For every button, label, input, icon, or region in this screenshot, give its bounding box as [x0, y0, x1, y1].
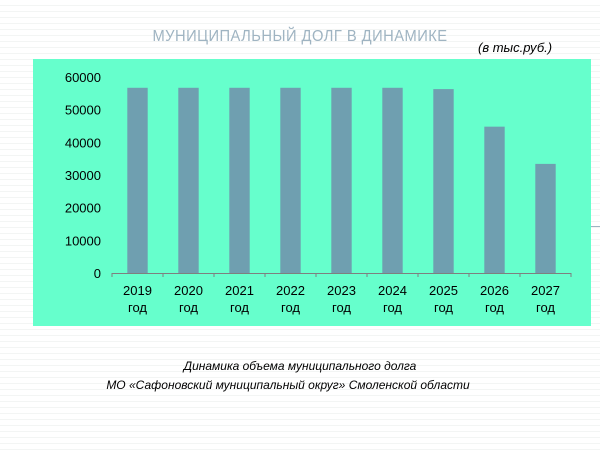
- x-tick-label: 2024: [378, 283, 407, 298]
- x-tick-label: год: [383, 300, 402, 315]
- bar: [535, 163, 556, 273]
- x-tick-label: 2022: [276, 283, 305, 298]
- x-tick-label: год: [332, 300, 351, 315]
- x-tick-label: год: [230, 300, 249, 315]
- x-tick-label: 2026: [480, 283, 509, 298]
- x-tick-label: 2021: [225, 283, 254, 298]
- y-tick-label: 60000: [65, 70, 101, 85]
- x-tick-label: год: [128, 300, 147, 315]
- bar: [127, 87, 148, 273]
- bar: [280, 87, 301, 273]
- bar: [382, 87, 403, 273]
- x-tick-label: год: [281, 300, 300, 315]
- x-tick-label: 2020: [174, 283, 203, 298]
- bar: [484, 126, 505, 273]
- y-tick-label: 0: [94, 266, 101, 281]
- y-tick-label: 40000: [65, 135, 101, 150]
- bar: [331, 87, 352, 273]
- x-tick-label: 2019: [123, 283, 152, 298]
- bar-chart: 0 10000 20000 30000 40000 50000 60000 2019 год 20…: [65, 70, 572, 315]
- y-tick-label: 30000: [65, 168, 101, 183]
- caption-line-1: Динамика объема муниципального долга: [183, 359, 417, 373]
- y-tick-label: 50000: [65, 103, 101, 118]
- x-tick-label: 2027: [531, 283, 560, 298]
- decorative-line: [590, 226, 600, 227]
- y-tick-label: 10000: [65, 233, 101, 248]
- caption-line-2: МО «Сафоновский муниципальный округ» Смо…: [106, 378, 470, 392]
- bar: [433, 89, 454, 273]
- bar: [178, 87, 199, 273]
- y-tick-label: 20000: [65, 201, 101, 216]
- x-tick-label: 2023: [327, 283, 356, 298]
- unit-label: (в тыс.руб.): [478, 40, 553, 55]
- chart-area: 0 10000 20000 30000 40000 50000 60000 2019 год 20…: [33, 59, 591, 326]
- x-tick-label: год: [536, 300, 555, 315]
- x-tick-label: год: [485, 300, 504, 315]
- x-tick-label: год: [179, 300, 198, 315]
- slide-title: МУНИЦИПАЛЬНЫЙ ДОЛГ В ДИНАМИКЕ: [152, 28, 448, 45]
- bar: [229, 87, 250, 273]
- x-tick-label: 2025: [429, 283, 458, 298]
- x-tick-label: год: [434, 300, 453, 315]
